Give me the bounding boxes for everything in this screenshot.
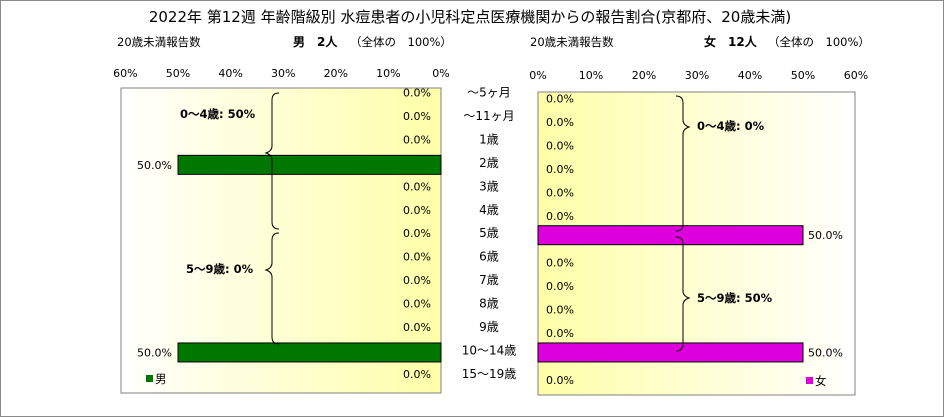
- male-value-label: 50.0%: [137, 346, 172, 359]
- chart-title: 2022年 第12週 年齢階級別 水痘患者の小児科定点医療機関からの報告割合(京…: [149, 8, 791, 26]
- age-group-label: 1歳: [479, 132, 499, 146]
- age-group-label: 6歳: [479, 250, 499, 264]
- male-value-label: 0.0%: [403, 298, 431, 311]
- age-group-label: 4歳: [479, 203, 499, 217]
- legend-male-swatch: [146, 375, 153, 382]
- right-axis-ticks: 0% 10% 20% 30% 40% 50% 60%: [529, 69, 868, 82]
- female-value-label: 0.0%: [546, 186, 574, 199]
- legend-male-label: 男: [155, 372, 167, 386]
- male-bars: [177, 154, 442, 363]
- female-value-label: 50.0%: [808, 346, 843, 359]
- right-tick-label: 60%: [844, 69, 868, 82]
- female-5-9-bracket: [675, 236, 691, 352]
- male-value-label: 0.0%: [403, 368, 431, 381]
- age-group-label: 10～14歳: [462, 343, 517, 357]
- legend-female-label: 女: [815, 374, 827, 388]
- age-group-label: ～11ヶ月: [463, 109, 514, 123]
- male-value-label: 0.0%: [403, 251, 431, 264]
- female-value-labels: 0.0% 0.0% 0.0% 0.0% 0.0% 0.0% 50.0% 0.0% 0.0% 0.0…: [546, 93, 843, 387]
- female-value-label: 0.0%: [546, 116, 574, 129]
- female-value-label: 50.0%: [808, 229, 843, 242]
- male-value-label: 50.0%: [137, 159, 172, 172]
- male-0-4-bracket: [264, 92, 280, 230]
- left-tick-label: 50%: [166, 67, 190, 80]
- left-tick-label: 0%: [432, 67, 449, 80]
- female-value-label: 0.0%: [546, 93, 574, 106]
- age-group-label: 7歳: [479, 273, 499, 287]
- right-tick-label: 50%: [791, 69, 815, 82]
- right-sex-count: 女 12人: [704, 34, 758, 49]
- female-value-label: 0.0%: [546, 139, 574, 152]
- left-tick-label: 30%: [271, 67, 295, 80]
- right-tick-label: 10%: [579, 69, 603, 82]
- left-sex-count: 男 2人: [293, 34, 338, 49]
- legend-female-swatch: [806, 377, 813, 384]
- male-value-label: 0.0%: [403, 87, 431, 100]
- right-tick-label: 20%: [632, 69, 656, 82]
- right-tick-label: 30%: [685, 69, 709, 82]
- male-bar: [177, 342, 442, 363]
- female-value-label: 0.0%: [546, 374, 574, 387]
- female-bars: [537, 225, 804, 363]
- age-group-label: ～5ヶ月: [467, 86, 511, 100]
- female-value-label: 0.0%: [546, 210, 574, 223]
- female-value-label: 0.0%: [546, 163, 574, 176]
- right-tick-label: 40%: [738, 69, 762, 82]
- right-count-label: 20歳未満報告数: [530, 35, 614, 49]
- left-tick-label: 40%: [218, 67, 242, 80]
- female-5-9-group-label: 5～9歳: 50%: [697, 291, 773, 305]
- age-group-label: 3歳: [479, 179, 499, 193]
- right-total: （全体の 100%）: [768, 35, 870, 49]
- left-count-label: 20歳未満報告数: [117, 35, 201, 49]
- female-0-4-group-label: 0～4歳: 0%: [697, 119, 765, 133]
- male-value-label: 0.0%: [403, 180, 431, 193]
- left-tick-label: 60%: [113, 67, 137, 80]
- left-axis-ticks: 60% 50% 40% 30% 20% 10% 0%: [113, 67, 450, 80]
- female-value-label: 0.0%: [546, 280, 574, 293]
- age-group-label: 8歳: [479, 297, 499, 311]
- male-5-9-group-label: 5～9歳: 0%: [186, 262, 254, 276]
- age-group-labels: ～5ヶ月 ～11ヶ月 1歳 2歳 3歳 4歳 5歳 6歳 7歳 8歳 9歳 10～14歳 15～19歳: [462, 86, 517, 381]
- male-value-label: 0.0%: [403, 321, 431, 334]
- age-group-label: 2歳: [479, 156, 499, 170]
- left-tick-label: 10%: [376, 67, 400, 80]
- female-value-label: 0.0%: [546, 304, 574, 317]
- left-total: （全体の 100%）: [350, 35, 452, 49]
- male-plot-area: [120, 87, 442, 394]
- male-value-label: 0.0%: [403, 227, 431, 240]
- age-group-label: 15～19歳: [462, 367, 517, 381]
- male-5-9-bracket: [264, 232, 280, 345]
- male-0-4-group-label: 0～4歳: 50%: [180, 107, 256, 121]
- female-value-label: 0.0%: [546, 257, 574, 270]
- male-value-labels: 0.0% 0.0% 0.0% 50.0% 0.0% 0.0% 0.0% 0.0% 0.0% 0.0…: [137, 87, 431, 381]
- age-group-label: 9歳: [479, 320, 499, 334]
- female-0-4-bracket: [675, 95, 691, 232]
- female-value-label: 0.0%: [546, 327, 574, 340]
- male-value-label: 0.0%: [403, 133, 431, 146]
- right-tick-label: 0%: [529, 69, 546, 82]
- male-value-label: 0.0%: [403, 204, 431, 217]
- age-group-label: 5歳: [479, 226, 499, 240]
- left-tick-label: 20%: [324, 67, 348, 80]
- male-value-label: 0.0%: [403, 110, 431, 123]
- female-bar: [537, 225, 804, 246]
- male-value-label: 0.0%: [403, 274, 431, 287]
- male-bar: [177, 154, 442, 175]
- female-bar: [537, 342, 804, 363]
